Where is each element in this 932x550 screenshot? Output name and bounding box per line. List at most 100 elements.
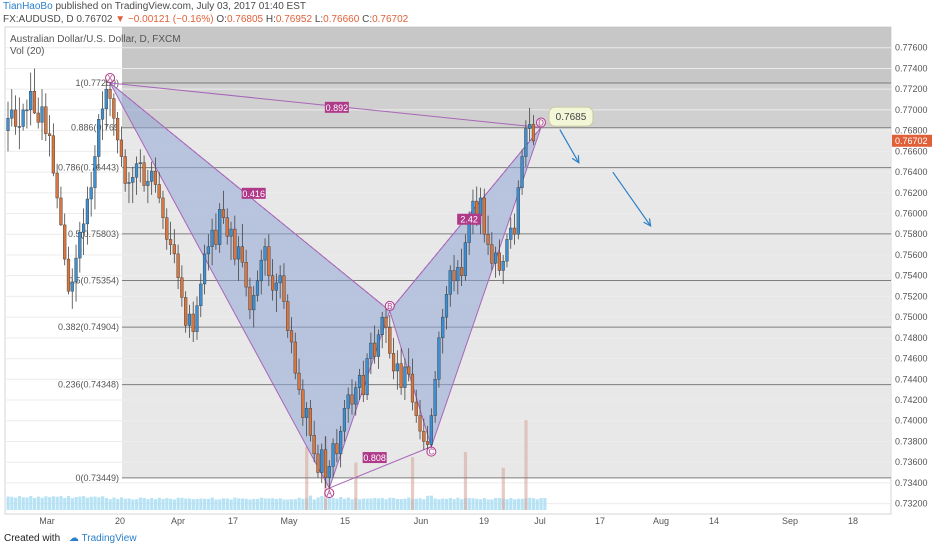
candle-body	[312, 435, 316, 455]
volume-bar	[169, 498, 173, 510]
pivot-marker-c	[426, 446, 437, 457]
volume-bar	[63, 498, 67, 510]
volume-bar	[176, 497, 180, 510]
candle-body	[244, 262, 248, 288]
volume-bar	[543, 498, 547, 510]
candle-body	[66, 258, 71, 292]
candle-body	[263, 246, 267, 261]
volume-bar	[259, 497, 263, 510]
volume-bar	[516, 498, 520, 510]
volume-bar	[505, 499, 509, 510]
volume-bar	[452, 499, 456, 510]
candle-body	[142, 162, 146, 186]
volume-spike	[463, 451, 468, 510]
volume-bar	[373, 498, 377, 510]
pivot-label-a: A	[327, 489, 333, 498]
volume-bar	[195, 498, 199, 510]
fib-label-6: 0.236(0.74348)	[58, 380, 119, 390]
volume-bar	[225, 498, 229, 510]
volume-bar	[55, 496, 59, 510]
y-tick-8: 0.76000	[895, 209, 928, 219]
volume-bar	[48, 497, 52, 510]
candle-body	[44, 106, 48, 134]
candle-body	[29, 91, 33, 111]
candle-body	[81, 223, 86, 233]
volume-bar	[97, 497, 101, 510]
volume-bar	[293, 499, 297, 510]
close-value: 0.76702	[372, 14, 409, 25]
candle-body	[448, 270, 452, 295]
candle-body	[172, 244, 176, 255]
volume-bar	[59, 496, 63, 510]
volume-bar	[482, 498, 486, 510]
candle-body	[202, 253, 207, 285]
volume-bar	[85, 497, 90, 510]
zone-prz	[122, 83, 891, 128]
volume-bar	[82, 496, 86, 510]
candle-body	[399, 363, 403, 388]
candle-body	[10, 109, 14, 119]
candle-body	[153, 170, 158, 185]
candle-body	[293, 341, 297, 374]
volume-bar	[255, 498, 260, 510]
candle-body	[89, 187, 93, 200]
down-arrow-icon: ▼	[115, 14, 126, 25]
fib-label-1: 0.886(0.769	[71, 123, 119, 133]
volume-bar	[399, 498, 403, 510]
candle-body	[176, 253, 180, 278]
x-tick-2: Apr	[171, 516, 185, 526]
candle-body	[221, 209, 226, 218]
volume-bar	[384, 499, 388, 510]
volume-bar	[388, 497, 392, 510]
candle-body	[85, 198, 89, 225]
y-tick-18: 0.74000	[895, 416, 928, 426]
candle-body	[17, 126, 21, 128]
volume-bar	[135, 499, 139, 510]
candle-body	[161, 197, 165, 218]
candle-body	[187, 313, 192, 326]
ratio-badge-3	[362, 452, 387, 464]
volume-bar	[70, 498, 74, 510]
pattern-line-ac	[329, 446, 432, 489]
volume-bar	[418, 498, 422, 510]
volume-bar	[358, 499, 362, 510]
candle-body	[74, 257, 78, 283]
pivot-marker-x	[105, 72, 116, 83]
candle-body	[210, 229, 214, 247]
candle-body	[25, 109, 29, 112]
candle-body	[138, 162, 142, 164]
candle-body	[501, 260, 505, 271]
author-name[interactable]: TianHaoBo	[3, 1, 53, 12]
y-tick-1: 0.77400	[895, 63, 928, 73]
candle-body	[384, 316, 388, 328]
volume-bar	[10, 496, 14, 510]
candle-body	[104, 88, 108, 110]
volume-bar	[320, 496, 324, 510]
volume-bar	[342, 498, 347, 510]
candle-body	[486, 234, 490, 245]
volume-bar	[282, 499, 286, 510]
volume-spike	[524, 420, 528, 510]
last-price: 0.76702	[76, 14, 113, 25]
volume-bar	[131, 499, 135, 510]
y-tick-9: 0.75800	[895, 229, 928, 239]
volume-bar	[335, 498, 339, 510]
tradingview-brand[interactable]: TradingView	[81, 533, 137, 544]
volume-bar	[308, 495, 313, 510]
y-tick-15: 0.74600	[895, 354, 928, 364]
created-with-label: Created with	[4, 533, 61, 544]
volume-bar	[165, 498, 169, 510]
fib-label-2: 0.786(0.76443)	[58, 163, 119, 173]
target-callout	[548, 106, 594, 127]
volume-bar	[407, 497, 411, 510]
candle-body	[478, 197, 483, 216]
ratio-label-3: 0.808	[363, 453, 386, 463]
ratio-label-0: 0.892	[326, 103, 349, 113]
candle-body	[528, 124, 532, 129]
candle-body	[456, 267, 460, 282]
volume-bar	[361, 498, 366, 510]
volume-bar	[392, 498, 396, 510]
y-tick-2: 0.77200	[895, 84, 928, 94]
y-tick-11: 0.75400	[895, 271, 928, 281]
